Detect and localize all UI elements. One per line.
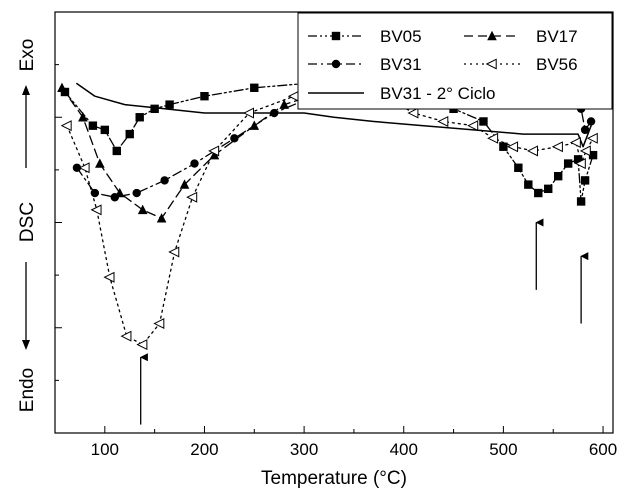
- series-0-point-22: [553, 171, 563, 181]
- series-2-point-0: [72, 163, 82, 172]
- series-0-point-23: [563, 159, 573, 168]
- series-0-point-26: [580, 176, 590, 185]
- series-2-point-2: [110, 193, 119, 202]
- x-tick-label: 400: [390, 440, 418, 459]
- series-0-point-8: [200, 92, 209, 101]
- series-0-point-0: [60, 87, 70, 97]
- series-0-point-16: [479, 117, 488, 126]
- x-tick-label: 500: [489, 440, 517, 459]
- annotations: [139, 218, 589, 425]
- series-0-point-9: [250, 83, 259, 92]
- series-1-point-8: [249, 120, 260, 130]
- series-0-point-20: [534, 188, 543, 198]
- series-markers: [57, 70, 598, 351]
- series-0-point-3: [112, 146, 121, 156]
- series-3-point-4: [120, 330, 132, 342]
- series-3-point-8: [186, 191, 198, 203]
- series-3-point-22: [569, 137, 581, 149]
- y-axis-label: DSC: [17, 202, 38, 242]
- series-3-point-6: [153, 318, 165, 330]
- series-3-point-20: [526, 145, 538, 157]
- y-direction-bottom-label: Endo: [17, 368, 38, 412]
- y-arrow-up-head: [22, 85, 30, 95]
- y-arrow-down-head: [22, 340, 30, 350]
- series-3-point-15: [407, 107, 419, 119]
- x-tick-label: 300: [290, 440, 318, 459]
- series-0-point-6: [150, 104, 159, 114]
- x-tick-label: 600: [589, 440, 617, 459]
- series-0-point-5: [135, 113, 144, 122]
- series-1-point-6: [179, 179, 190, 189]
- y-axis-ticks: [55, 11, 62, 434]
- series-1-point-5: [156, 213, 167, 223]
- legend-label-3: BV56: [536, 55, 578, 74]
- series-0-point-4: [125, 129, 134, 139]
- legend-label-2: BV31: [380, 55, 422, 74]
- y-axis-label-group: Exo DSC Endo: [17, 39, 38, 413]
- legend-label-4: BV31 - 2° Ciclo: [380, 84, 495, 103]
- series-0-point-7: [165, 100, 174, 109]
- series-1-point-0: [57, 82, 67, 92]
- series-0-point-1: [88, 121, 98, 130]
- series-3-point-17: [467, 120, 479, 132]
- y-direction-top-label: Exo: [17, 39, 38, 72]
- series-3-point-18: [487, 132, 499, 144]
- legend-marker-3: [485, 58, 497, 70]
- legend-label-0: BV05: [380, 27, 422, 46]
- legend-label-1: BV17: [536, 27, 578, 46]
- series-2-point-6: [230, 134, 239, 143]
- x-axis-ticks: 100 200 300 400 500 600: [54, 426, 617, 459]
- series-3-point-23: [574, 158, 586, 170]
- legend-marker-1: [487, 30, 497, 41]
- series-3-point-3: [103, 271, 115, 283]
- series-3-point-10: [242, 107, 255, 119]
- series-line-3: [66, 82, 594, 346]
- series-2-point-7: [270, 108, 279, 118]
- series-2-point-19: [580, 125, 590, 135]
- series-0-point-18: [514, 163, 523, 172]
- series-1-point-2: [95, 158, 105, 168]
- series-1-point-7: [209, 149, 220, 160]
- legend-marker-0: [331, 31, 341, 41]
- series-0-point-21: [544, 184, 553, 194]
- series-1-point-9: [279, 99, 289, 109]
- series-1-point-1: [78, 112, 88, 122]
- legend-entry-4: BV31 - 2° Ciclo: [308, 84, 495, 103]
- legend-box: [297, 12, 613, 110]
- series-3-point-9: [208, 145, 220, 157]
- series-0-point-24: [573, 155, 583, 164]
- legend-entry-0: BV05: [308, 27, 422, 46]
- series-0-point-27: [588, 150, 598, 160]
- series-2-point-5: [190, 159, 199, 168]
- series-0-point-25: [576, 197, 586, 206]
- legend: BV05 BV17 BV31 BV56 BV31 - 2° Ciclo: [297, 12, 613, 110]
- series-3-point-1: [78, 162, 90, 174]
- series-0-point-17: [499, 142, 508, 151]
- series-3-point-5: [136, 339, 148, 351]
- series-2-point-1: [90, 188, 100, 198]
- series-3-point-24: [579, 145, 591, 157]
- x-tick-label: 100: [91, 440, 119, 459]
- series-2-point-4: [160, 176, 169, 185]
- series-3-point-11: [287, 90, 299, 102]
- series-2-point-20: [586, 117, 596, 126]
- legend-entry-1: BV17: [464, 27, 578, 46]
- legend-marker-2: [331, 59, 341, 69]
- series-2-point-3: [132, 188, 141, 198]
- series-0-point-2: [100, 125, 110, 135]
- x-tick-label: 200: [190, 440, 218, 459]
- series-3-point-16: [437, 115, 449, 127]
- series-3-point-25: [586, 132, 598, 144]
- legend-entry-2: BV31: [308, 55, 422, 74]
- series-3-point-21: [551, 141, 563, 153]
- series-3-point-2: [90, 204, 102, 216]
- series-0-point-19: [524, 180, 533, 189]
- legend-entry-3: BV56: [464, 55, 578, 74]
- x-axis-label: Temperature (°C): [261, 468, 407, 489]
- series-3-point-19: [507, 141, 519, 153]
- series-3-point-0: [60, 120, 72, 132]
- series-3-point-7: [168, 246, 180, 258]
- series-1-point-4: [137, 204, 148, 215]
